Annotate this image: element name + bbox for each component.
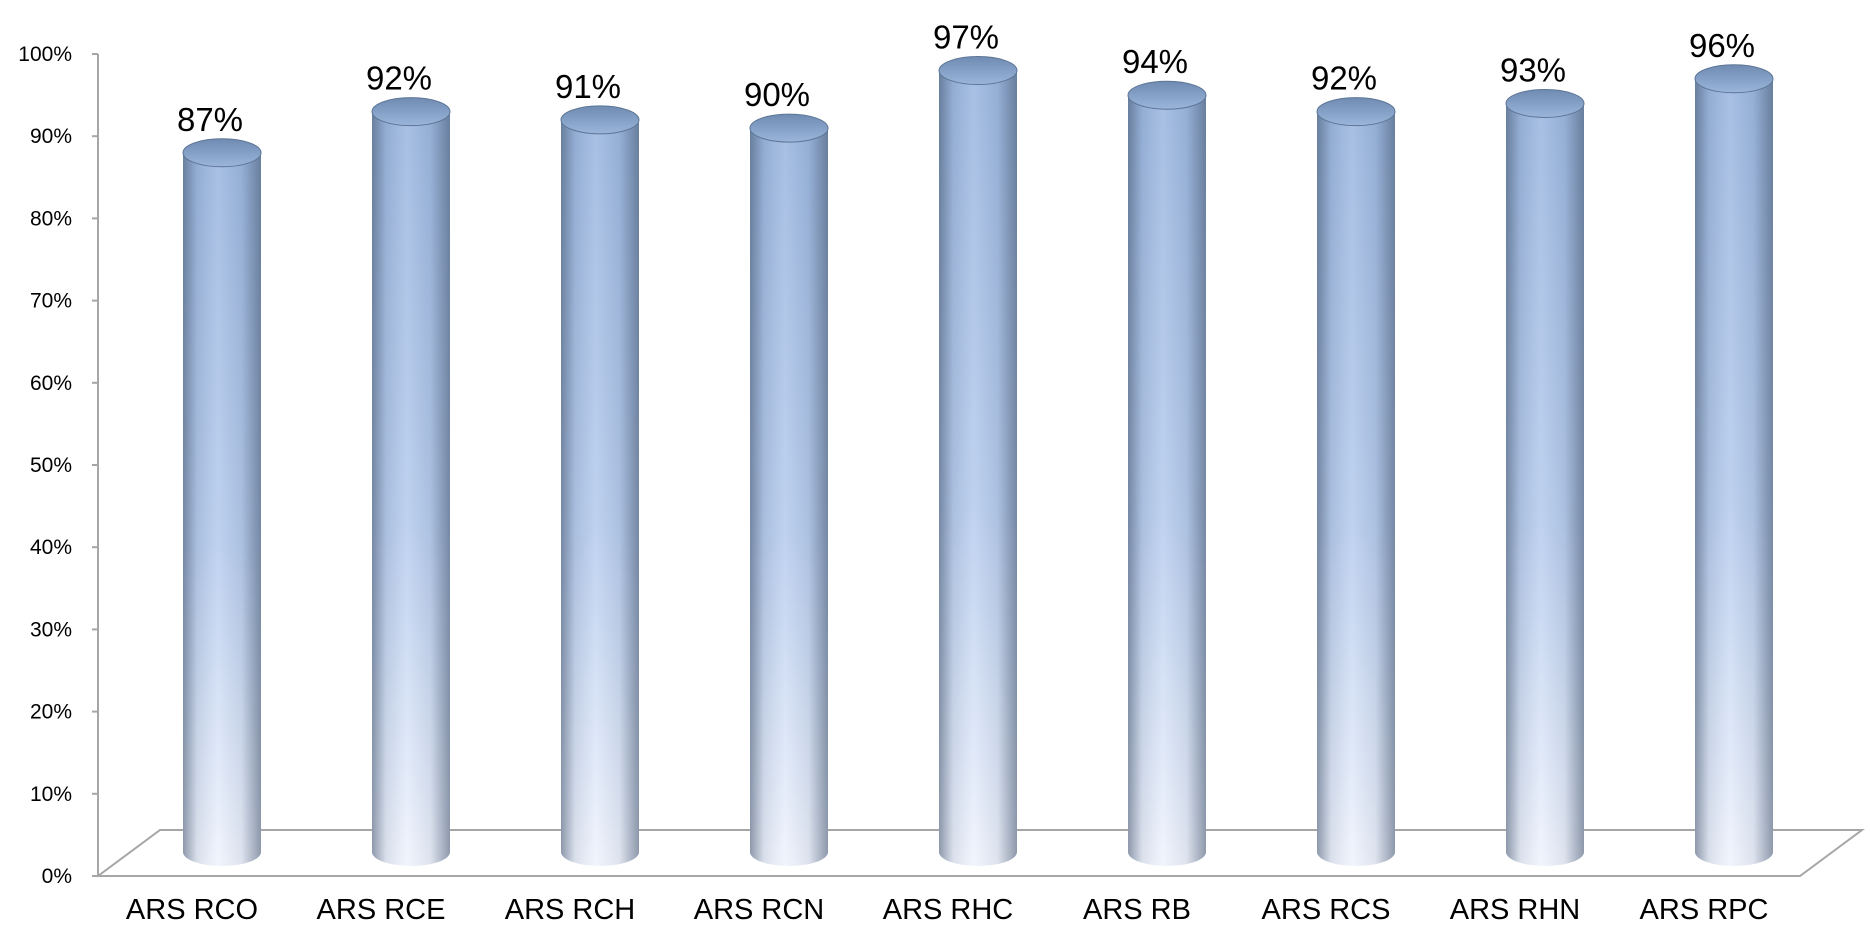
- bar-shade: [1695, 78, 1773, 866]
- bar-ars-rhn: [1505, 88, 1585, 866]
- x-category-label: ARS RHC: [883, 894, 1014, 926]
- bar-top: [371, 97, 451, 127]
- x-category-label: ARS RCH: [505, 894, 636, 926]
- bar-top: [938, 56, 1018, 86]
- bar-top: [1505, 88, 1585, 118]
- bar-top: [1316, 97, 1396, 127]
- x-category-label: ARS RB: [1083, 894, 1191, 926]
- bar-ars-rcn: [749, 113, 829, 867]
- bar-top: [1127, 80, 1207, 110]
- data-label: 91%: [555, 68, 621, 105]
- data-label: 93%: [1500, 51, 1566, 88]
- data-label: 92%: [1311, 60, 1377, 97]
- bar-ars-rch: [560, 105, 640, 866]
- chart-floor: [94, 829, 1866, 877]
- bar-top: [749, 113, 829, 143]
- bar-shade: [1128, 95, 1206, 867]
- bar-top: [560, 105, 640, 135]
- x-category-label: ARS RPC: [1640, 894, 1769, 926]
- y-tick-label: 60%: [30, 372, 72, 395]
- bar-shade: [939, 70, 1017, 866]
- bar-shade: [372, 111, 450, 866]
- x-category-label: ARS RCO: [126, 894, 258, 926]
- bar-shade: [750, 128, 828, 867]
- y-tick-label: 90%: [30, 125, 72, 148]
- y-tick-label: 30%: [30, 618, 72, 641]
- y-tick-label: 80%: [30, 207, 72, 230]
- bars: [182, 56, 1774, 867]
- bar-shade: [1506, 103, 1584, 866]
- y-tick-label: 70%: [30, 290, 72, 313]
- bar-ars-rce: [371, 97, 451, 866]
- y-tick-label: 20%: [30, 701, 72, 724]
- y-tick-label: 40%: [30, 536, 72, 559]
- floor-plane: [94, 829, 1866, 877]
- x-category-label: ARS RCS: [1262, 894, 1391, 926]
- bar-ars-rcs: [1316, 97, 1396, 866]
- bar-shade: [561, 119, 639, 866]
- bar-top: [182, 138, 262, 168]
- data-label: 94%: [1122, 43, 1188, 80]
- data-label: 87%: [177, 101, 243, 138]
- bar-top: [1694, 64, 1774, 94]
- data-label: 97%: [933, 19, 999, 56]
- bar-shade: [183, 152, 261, 866]
- x-category-label: ARS RCN: [694, 894, 825, 926]
- data-label: 96%: [1689, 27, 1755, 64]
- y-tick-label: 10%: [30, 783, 72, 806]
- x-category-label: ARS RCE: [317, 894, 446, 926]
- y-axis: 0% 10% 20% 30% 40% 50% 60% 70% 80% 90% 100%: [18, 43, 99, 888]
- y-tick-label: 50%: [30, 454, 72, 477]
- y-tick-label: 100%: [18, 43, 72, 66]
- y-tick-label: 0%: [42, 865, 72, 888]
- data-label: 92%: [366, 60, 432, 97]
- bar-ars-rpc: [1694, 64, 1774, 866]
- data-label: 90%: [744, 76, 810, 113]
- labels: 87% ARS RCO 92% ARS RCE 91% ARS RCH 90% ARS RCN…: [126, 19, 1769, 926]
- bar-ars-rco: [182, 138, 262, 866]
- bar-ars-rhc: [938, 56, 1018, 866]
- bar-ars-rb: [1127, 80, 1207, 867]
- x-category-label: ARS RHN: [1450, 894, 1581, 926]
- bar-shade: [1317, 111, 1395, 866]
